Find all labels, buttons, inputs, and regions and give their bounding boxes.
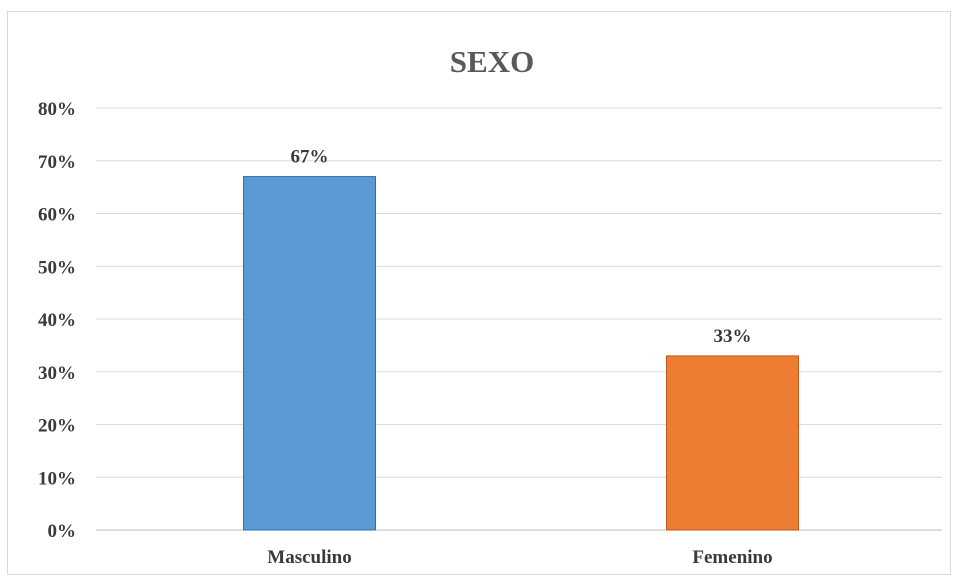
y-tick-label: 70% bbox=[38, 152, 76, 173]
y-tick-label: 0% bbox=[48, 521, 77, 542]
chart-title: SEXO bbox=[450, 44, 534, 79]
data-label-masculino: 67% bbox=[291, 147, 329, 168]
y-tick-label: 40% bbox=[38, 310, 76, 331]
y-tick-label: 60% bbox=[38, 205, 76, 226]
data-label-femenino: 33% bbox=[714, 326, 752, 347]
x-tick-label: Masculino bbox=[267, 547, 351, 568]
y-tick-label: 50% bbox=[38, 257, 76, 278]
y-tick-label: 10% bbox=[38, 468, 76, 489]
y-tick-label: 80% bbox=[38, 99, 76, 120]
bar-masculino bbox=[243, 176, 376, 531]
x-tick-label: Femenino bbox=[692, 547, 772, 568]
data-labels: 67% 33% bbox=[291, 147, 752, 347]
y-tick-label: 30% bbox=[38, 363, 76, 384]
y-tick-label: 20% bbox=[38, 416, 76, 437]
bar-femenino bbox=[666, 355, 799, 531]
y-axis: 0% 10% 20% 30% 40% 50% 60% 70% 80% bbox=[38, 99, 76, 542]
x-axis: Masculino Femenino bbox=[267, 547, 772, 568]
bars bbox=[243, 176, 799, 531]
gridlines bbox=[96, 107, 942, 531]
